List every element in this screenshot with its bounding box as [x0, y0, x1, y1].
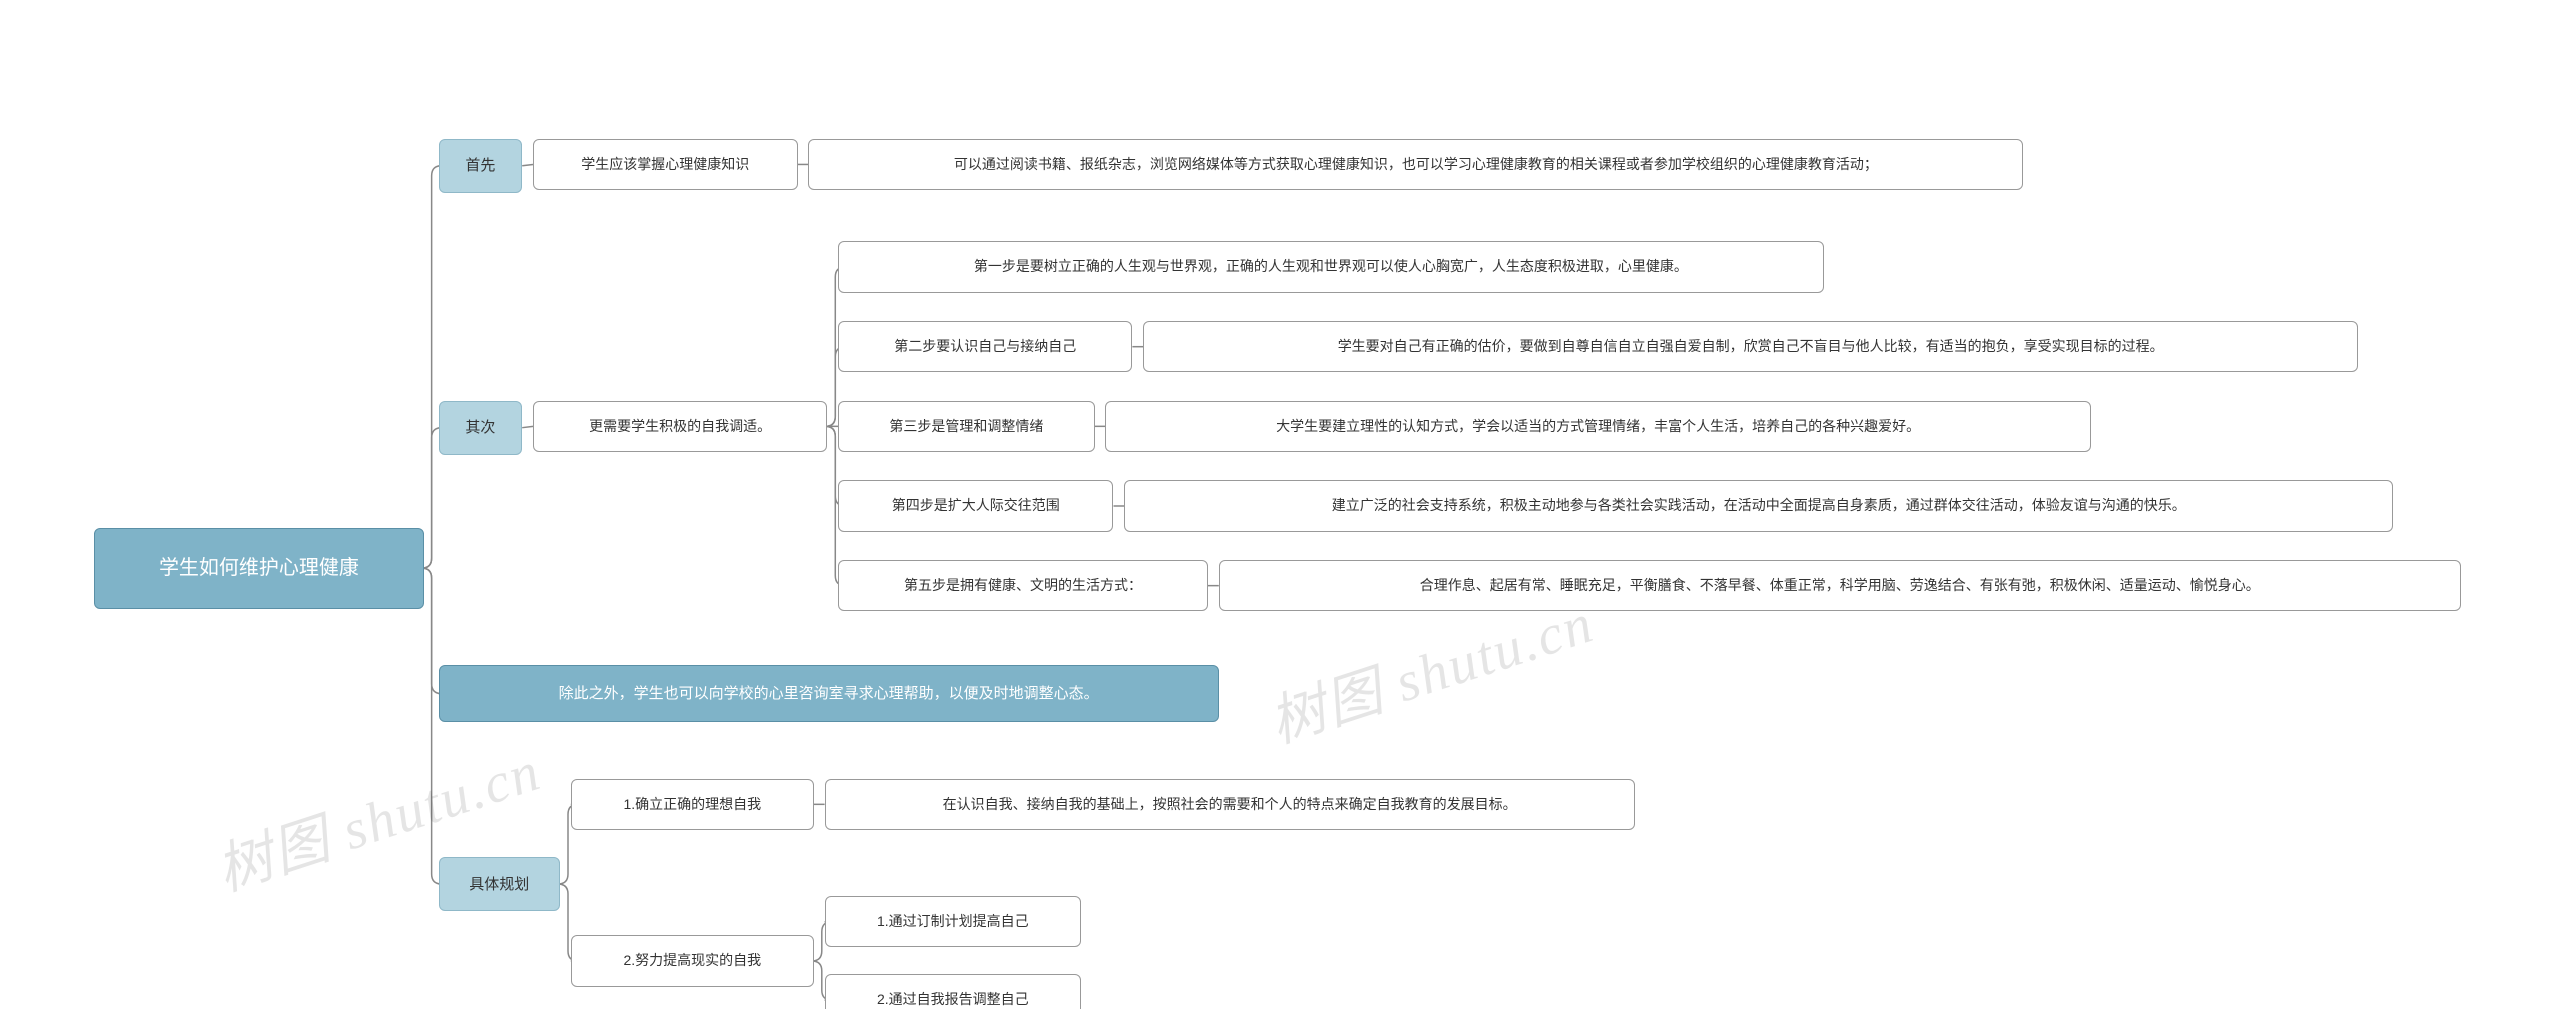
- node-first-1-1-label: 可以通过阅读书籍、报纸杂志，浏览网络媒体等方式获取心理健康知识，也可以学习心理健…: [954, 155, 1878, 175]
- node-plan-1-label: 1.确立正确的理想自我: [623, 795, 761, 815]
- node-second-1-5: 第五步是拥有健康、文明的生活方式：: [838, 560, 1208, 611]
- node-plan-1: 1.确立正确的理想自我: [571, 779, 814, 830]
- node-plan-2-1-label: 1.通过订制计划提高自己: [877, 912, 1029, 932]
- node-second-1-5-1: 合理作息、起居有常、睡眠充足，平衡膳食、不落早餐、体重正常，科学用脑、劳逸结合、…: [1219, 560, 2461, 611]
- node-plan-1-1: 在认识自我、接纳自我的基础上，按照社会的需要和个人的特点来确定自我教育的发展目标…: [825, 779, 1635, 830]
- node-second-1-label: 更需要学生积极的自我调适。: [589, 417, 771, 437]
- section-first: 首先: [439, 139, 523, 193]
- node-plan-2-label: 2.努力提高现实的自我: [623, 951, 761, 971]
- node-plan-2: 2.努力提高现实的自我: [571, 935, 814, 986]
- node-second-1-3-1-label: 大学生要建立理性的认知方式，学会以适当的方式管理情绪，丰富个人生活，培养自己的各…: [1276, 417, 1920, 437]
- node-first-1: 学生应该掌握心理健康知识: [533, 139, 798, 190]
- node-second-1-1-label: 第一步是要树立正确的人生观与世界观，正确的人生观和世界观可以使人心胸宽广，人生态…: [974, 257, 1688, 277]
- node-first-1-label: 学生应该掌握心理健康知识: [581, 155, 749, 175]
- node-second-1-4-1: 建立广泛的社会支持系统，积极主动地参与各类社会实践活动，在活动中全面提高自身素质…: [1124, 480, 2393, 531]
- node-second-1-2: 第二步要认识自己与接纳自己: [838, 321, 1132, 372]
- node-second-1-3-label: 第三步是管理和调整情绪: [889, 417, 1043, 437]
- node-plan-2-2-label: 2.通过自我报告调整自己: [877, 990, 1029, 1009]
- section-plan-label: 具体规划: [469, 874, 529, 895]
- node-second-1-2-1-label: 学生要对自己有正确的估价，要做到自尊自信自立自强自爱自制，欣赏自己不盲目与他人比…: [1338, 337, 2164, 357]
- section-second-label: 其次: [465, 417, 495, 438]
- node-second-1-3-1: 大学生要建立理性的认知方式，学会以适当的方式管理情绪，丰富个人生活，培养自己的各…: [1105, 401, 2091, 452]
- node-second-1-4-label: 第四步是扩大人际交往范围: [892, 496, 1060, 516]
- node-second-1-4-1-label: 建立广泛的社会支持系统，积极主动地参与各类社会实践活动，在活动中全面提高自身素质…: [1332, 496, 2186, 516]
- section-extra-label: 除此之外，学生也可以向学校的心里咨询室寻求心理帮助，以便及时地调整心态。: [559, 683, 1099, 704]
- node-second-1: 更需要学生积极的自我调适。: [533, 401, 827, 452]
- node-second-1-3: 第三步是管理和调整情绪: [838, 401, 1095, 452]
- section-first-label: 首先: [465, 155, 495, 176]
- section-second: 其次: [439, 401, 523, 455]
- section-plan: 具体规划: [439, 857, 561, 911]
- node-second-1-4: 第四步是扩大人际交往范围: [838, 480, 1113, 531]
- section-extra: 除此之外，学生也可以向学校的心里咨询室寻求心理帮助，以便及时地调整心态。: [439, 665, 1219, 722]
- node-second-1-2-1: 学生要对自己有正确的估价，要做到自尊自信自立自强自爱自制，欣赏自己不盲目与他人比…: [1143, 321, 2358, 372]
- node-plan-2-1: 1.通过订制计划提高自己: [825, 896, 1082, 947]
- root-label: 学生如何维护心理健康: [159, 554, 359, 582]
- node-plan-1-1-label: 在认识自我、接纳自我的基础上，按照社会的需要和个人的特点来确定自我教育的发展目标…: [943, 795, 1517, 815]
- node-second-1-2-label: 第二步要认识自己与接纳自己: [894, 337, 1076, 357]
- watermark-2-text: 树图 shutu.cn: [1262, 592, 1601, 755]
- root-node: 学生如何维护心理健康: [94, 528, 423, 609]
- node-plan-2-2: 2.通过自我报告调整自己: [825, 974, 1082, 1009]
- node-second-1-5-1-label: 合理作息、起居有常、睡眠充足，平衡膳食、不落早餐、体重正常，科学用脑、劳逸结合、…: [1420, 576, 2260, 596]
- node-first-1-1: 可以通过阅读书籍、报纸杂志，浏览网络媒体等方式获取心理健康知识，也可以学习心理健…: [808, 139, 2023, 190]
- node-second-1-5-label: 第五步是拥有健康、文明的生活方式：: [904, 576, 1142, 596]
- node-second-1-1: 第一步是要树立正确的人生观与世界观，正确的人生观和世界观可以使人心胸宽广，人生态…: [838, 241, 1824, 292]
